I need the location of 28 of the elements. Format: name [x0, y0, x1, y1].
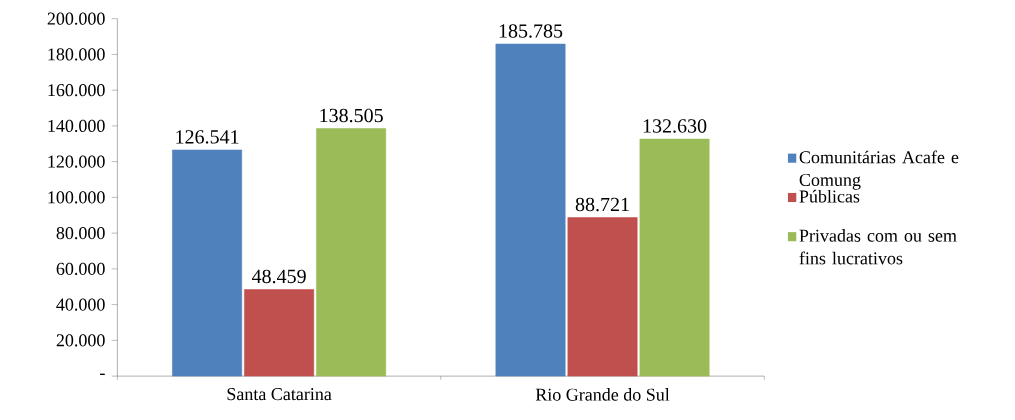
x-tick-label: Rio Grande do Sul: [535, 388, 670, 401]
data-label: 48.459: [251, 269, 306, 284]
data-label: 88.721: [575, 197, 629, 212]
bar: [244, 289, 315, 377]
y-tick-label: -: [100, 373, 105, 375]
y-tick-label: 180.000: [48, 48, 105, 61]
x-tick-label: Santa Catarina: [227, 388, 332, 401]
y-tick-label: 20.000: [56, 334, 105, 347]
y-tick-label: 120.000: [48, 155, 105, 168]
data-label: 185.785: [499, 24, 563, 38]
data-label: 138.505: [320, 108, 383, 123]
y-tick-label: 200.000: [47, 12, 105, 25]
y-tick-label: 80.000: [56, 226, 105, 240]
legend-label: Públicas: [799, 189, 860, 203]
legend-label: Privadas com ou sem fins lucrativos: [799, 229, 957, 265]
bar: [567, 217, 638, 377]
bar: [316, 128, 387, 377]
y-tick-label: 100.000: [48, 191, 105, 204]
y-tick-label: 160.000: [48, 83, 105, 97]
bar: [172, 149, 243, 377]
y-tick-label: 40.000: [56, 298, 105, 311]
data-label: 132.630: [643, 119, 707, 133]
bar: [495, 43, 566, 377]
legend-label: Comunitárias Acafe e Comung: [799, 150, 959, 190]
y-tick-label: 60.000: [56, 262, 105, 275]
y-tick-label: 140.000: [48, 119, 105, 132]
bar: [639, 138, 710, 377]
data-label: 126.541: [176, 130, 239, 144]
